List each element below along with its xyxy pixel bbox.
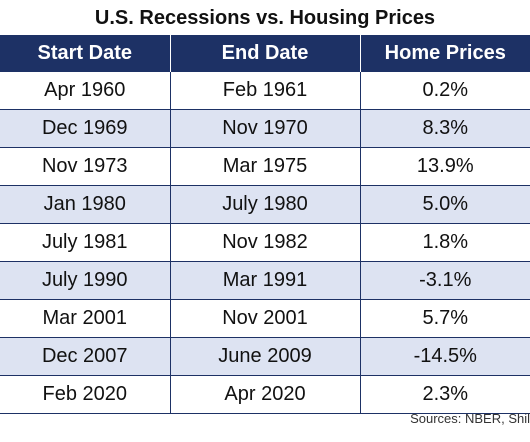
recessions-table: Start Date End Date Home Prices Apr 1960… <box>0 35 530 414</box>
header-home-prices: Home Prices <box>360 35 530 72</box>
table-row: Apr 1960 Feb 1961 0.2% <box>0 72 530 110</box>
home-prices-cell: 0.2% <box>359 72 530 110</box>
home-prices-cell: 8.3% <box>359 109 530 148</box>
header-end-date: End Date <box>170 35 361 72</box>
home-prices-cell: 5.0% <box>359 185 530 224</box>
end-date-cell: Mar 1975 <box>169 147 361 186</box>
home-prices-cell: 2.3% <box>359 375 530 414</box>
end-date-cell: Nov 2001 <box>169 299 361 338</box>
table-row: Jan 1980 July 1980 5.0% <box>0 185 530 224</box>
home-prices-cell: 1.8% <box>359 223 530 262</box>
table-row: Mar 2001 Nov 2001 5.7% <box>0 299 530 338</box>
start-date-cell: Dec 1969 <box>0 109 171 148</box>
source-note: Sources: NBER, Shil <box>410 411 530 426</box>
start-date-cell: Jan 1980 <box>0 185 171 224</box>
home-prices-cell: 5.7% <box>359 299 530 338</box>
end-date-cell: Apr 2020 <box>169 375 361 414</box>
start-date-cell: Mar 2001 <box>0 299 171 338</box>
home-prices-cell: -3.1% <box>359 261 530 300</box>
end-date-cell: Mar 1991 <box>169 261 361 300</box>
start-date-cell: Feb 2020 <box>0 375 171 414</box>
home-prices-cell: -14.5% <box>359 337 530 376</box>
end-date-cell: July 1980 <box>169 185 361 224</box>
table-row: Dec 2007 June 2009 -14.5% <box>0 337 530 376</box>
start-date-cell: July 1990 <box>0 261 171 300</box>
table-row: Nov 1973 Mar 1975 13.9% <box>0 147 530 186</box>
home-prices-cell: 13.9% <box>359 147 530 186</box>
end-date-cell: Nov 1970 <box>169 109 361 148</box>
table-row: Feb 2020 Apr 2020 2.3% <box>0 375 530 414</box>
start-date-cell: Dec 2007 <box>0 337 171 376</box>
start-date-cell: July 1981 <box>0 223 171 262</box>
end-date-cell: Nov 1982 <box>169 223 361 262</box>
table-row: July 1981 Nov 1982 1.8% <box>0 223 530 262</box>
table-title: U.S. Recessions vs. Housing Prices <box>94 7 436 29</box>
header-row: Start Date End Date Home Prices <box>0 35 530 72</box>
start-date-cell: Nov 1973 <box>0 147 171 186</box>
end-date-cell: Feb 1961 <box>169 72 361 110</box>
table-row: Dec 1969 Nov 1970 8.3% <box>0 109 530 148</box>
start-date-cell: Apr 1960 <box>0 72 171 110</box>
header-start-date: Start Date <box>0 35 171 72</box>
end-date-cell: June 2009 <box>169 337 361 376</box>
table-row: July 1990 Mar 1991 -3.1% <box>0 261 530 300</box>
